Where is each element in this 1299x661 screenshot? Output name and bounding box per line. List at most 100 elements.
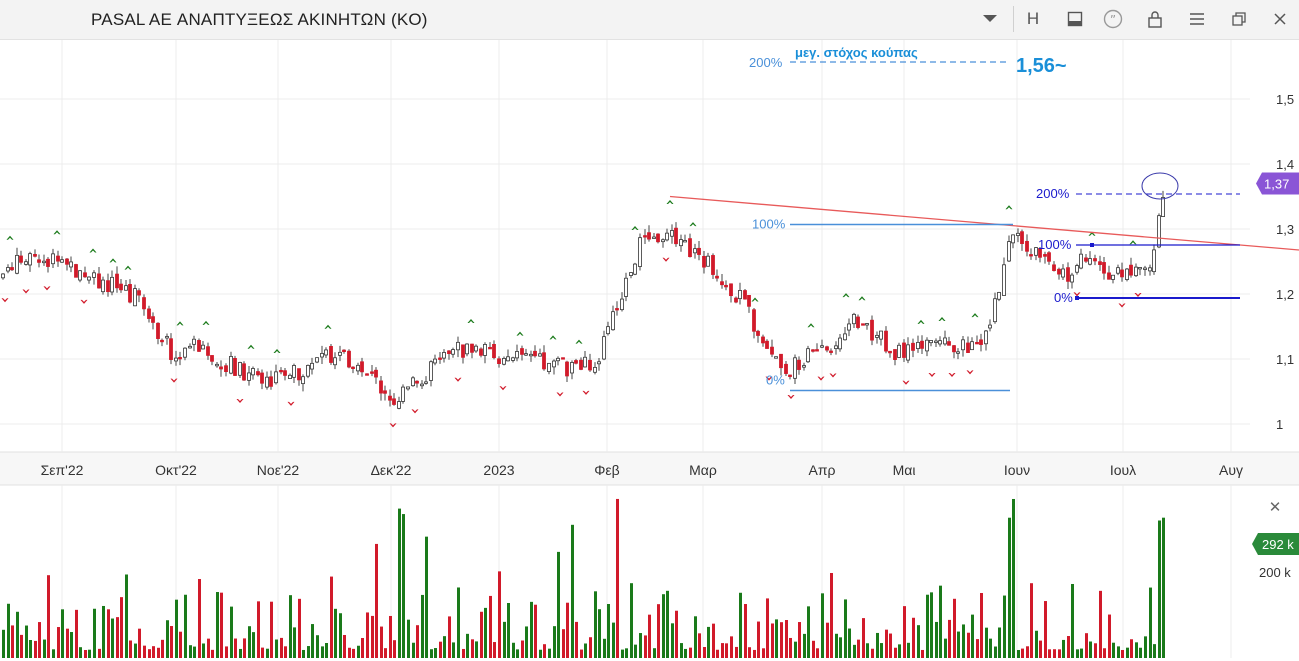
fractal-down-marker (829, 373, 837, 378)
volume-bar (712, 623, 715, 658)
candle-up (1148, 267, 1152, 272)
volume-bar (616, 498, 619, 658)
candle-up (456, 341, 460, 351)
candle-up (183, 347, 187, 358)
volume-bar (225, 646, 228, 658)
volume-bar (334, 608, 337, 658)
candle-up (1061, 268, 1065, 278)
candle-down (269, 376, 273, 387)
volume-bar (38, 622, 41, 658)
candle-down (160, 339, 164, 343)
volume-bar (516, 649, 519, 658)
volume-bar (826, 622, 829, 658)
volume-bar (66, 628, 69, 658)
volume-bar (266, 648, 269, 658)
candle-up (28, 253, 32, 266)
candle-down (283, 370, 287, 376)
volume-bar (866, 643, 869, 658)
volume-bar (1149, 587, 1152, 658)
volume-bar (457, 587, 460, 658)
chevron-down-icon[interactable] (975, 4, 1005, 34)
fractal-down-marker (170, 378, 178, 383)
volume-bar (29, 640, 32, 658)
candle-down (720, 281, 724, 286)
lock-icon[interactable] (1140, 4, 1170, 34)
candle-down (729, 283, 733, 297)
candle-up (306, 364, 310, 377)
layout-icon[interactable] (1060, 4, 1090, 34)
fractal-up-marker (575, 339, 583, 344)
candle-up (338, 351, 342, 356)
volume-bar (762, 648, 765, 658)
candle-down (461, 344, 465, 358)
close-icon[interactable] (1265, 4, 1295, 34)
volume-bar (493, 642, 496, 658)
quote-icon[interactable]: ” (1098, 4, 1128, 34)
fractal-down-marker (765, 376, 773, 381)
volume-bar (484, 607, 487, 658)
candle-up (433, 358, 437, 364)
fractal-up-marker (53, 230, 61, 235)
candle-down (911, 342, 915, 351)
volume-bar (1162, 517, 1165, 658)
candle-down (870, 319, 874, 341)
volume-bar (507, 603, 510, 658)
menu-icon[interactable] (1182, 4, 1212, 34)
volume-bar (548, 648, 551, 658)
fractal-down-marker (236, 399, 244, 403)
y-tick-label: 1,3 (1276, 222, 1294, 237)
fractal-down-marker (817, 376, 825, 381)
fractal-up-marker (6, 235, 14, 240)
fib-label: 200% (1036, 186, 1070, 201)
y-tick-label: 1 (1276, 417, 1283, 432)
volume-bar (330, 576, 333, 658)
candle-up (597, 361, 601, 365)
fib-label: 0% (1054, 290, 1073, 305)
volume-bar (1053, 649, 1056, 658)
volume-bar (835, 633, 838, 658)
volume-bar (452, 642, 455, 658)
volume-bar (70, 632, 73, 658)
candle-down (588, 359, 592, 371)
restore-icon[interactable] (1224, 4, 1254, 34)
volume-bar (79, 647, 82, 658)
candle-up (483, 344, 487, 356)
volume-bar (1158, 520, 1161, 658)
volume-bar (930, 592, 933, 658)
candle-down (788, 374, 792, 377)
volume-bar (607, 604, 610, 658)
volume-bar (1144, 636, 1147, 658)
volume-bar (170, 626, 173, 658)
volume-bar (179, 631, 182, 658)
volume-bar (680, 643, 683, 658)
candle-up (515, 351, 519, 359)
fractal-up-marker (467, 318, 475, 323)
volume-bar (102, 605, 105, 658)
volume-bar (16, 611, 19, 658)
svg-text:”: ” (1110, 13, 1116, 27)
close-volume-pane-icon[interactable]: ✕ (1268, 498, 1282, 516)
volume-bar (1048, 649, 1051, 658)
candle-up (938, 340, 942, 345)
fractal-up-marker (549, 335, 557, 340)
volume-bar (134, 643, 137, 658)
candle-down (1107, 272, 1111, 280)
volume-bar (1121, 649, 1124, 658)
breakout-highlight-circle (1141, 172, 1179, 200)
volume-bar (148, 649, 151, 658)
volume-bar (398, 508, 401, 658)
candle-up (970, 341, 974, 351)
candle-down (1029, 254, 1033, 257)
candle-up (188, 345, 192, 349)
candle-up (875, 334, 879, 338)
candle-down (374, 369, 378, 378)
instrument-title: PASAL AE ΑΝΑΠΤΥΞΕΩΣ ΑΚΙΝΗΤΩΝ (KO) (91, 10, 428, 29)
volume-bar (11, 625, 14, 658)
volume-bar (284, 646, 287, 658)
candle-down (169, 338, 173, 360)
separator (1013, 6, 1014, 32)
volume-bar (1135, 642, 1138, 658)
h-icon[interactable]: H (1026, 9, 1040, 28)
candle-down (579, 359, 583, 370)
